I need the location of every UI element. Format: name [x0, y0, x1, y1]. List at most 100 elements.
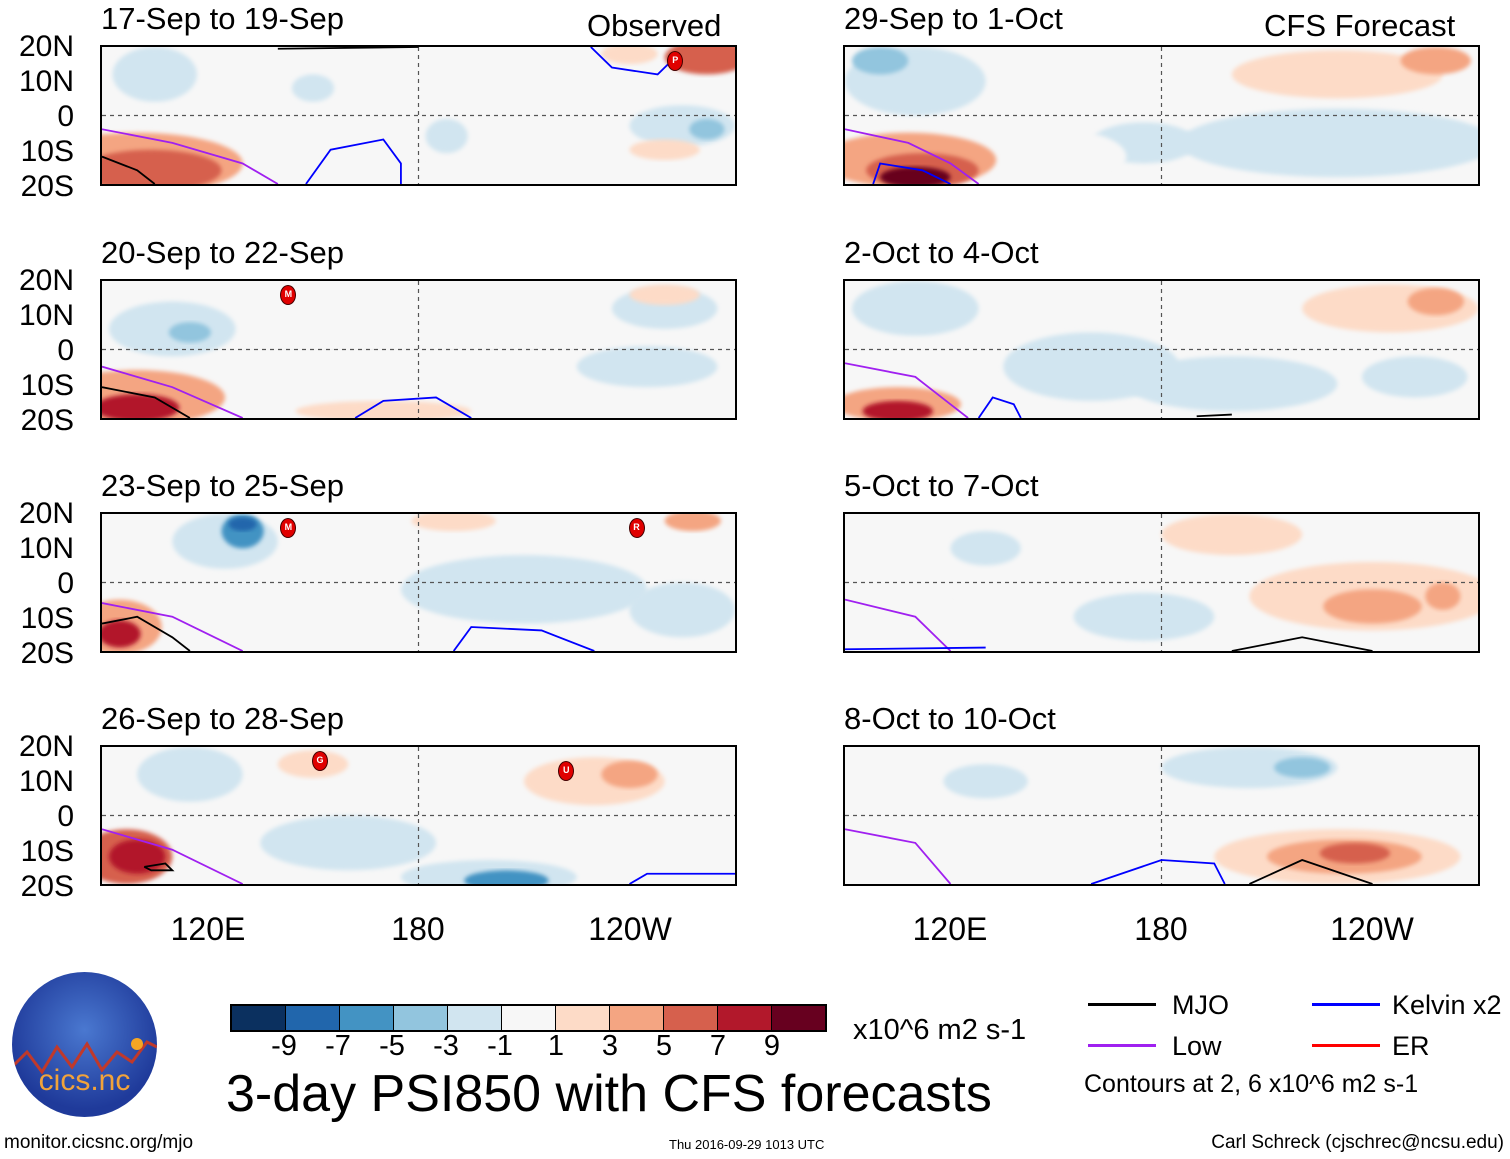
anomaly-region	[950, 531, 1021, 566]
colorbar-label: -5	[379, 1030, 405, 1062]
mjo-contour	[102, 157, 155, 184]
kelvin-contour	[591, 47, 675, 74]
anomaly-region	[576, 346, 718, 388]
panel-title: 5-Oct to 7-Oct	[844, 468, 1039, 503]
anomaly-region	[985, 129, 1127, 184]
lat-label: 20N	[18, 30, 74, 63]
panel-title: 29-Sep to 1-Oct	[844, 1, 1063, 36]
lat-label: 10S	[20, 135, 74, 168]
lon-label: 180	[391, 911, 445, 947]
anomaly-region	[260, 815, 437, 871]
map-panel	[843, 45, 1480, 186]
mjo-contour	[1232, 637, 1373, 651]
kelvin-contour	[454, 627, 595, 651]
panel-title: 2-Oct to 4-Oct	[844, 235, 1039, 270]
colorbar-swatch	[718, 1006, 772, 1030]
anomaly-region	[1231, 50, 1443, 99]
legend-er-line	[1312, 1044, 1380, 1047]
low-contour	[102, 129, 278, 184]
legend-kelvin-line	[1312, 1003, 1380, 1006]
anomaly-region	[601, 760, 658, 789]
anomaly-region	[664, 47, 735, 75]
map-panel	[843, 279, 1480, 420]
lat-label: 10S	[20, 602, 74, 635]
colorbar-swatch	[286, 1006, 340, 1030]
lat-label: 10S	[20, 369, 74, 402]
anomaly-region	[1407, 287, 1464, 316]
colorbar-swatch	[664, 1006, 718, 1030]
colorbar-swatch	[340, 1006, 394, 1030]
colorbar-swatch	[610, 1006, 664, 1030]
anomaly-region	[1361, 356, 1468, 398]
lat-label: 20S	[20, 637, 74, 670]
logo-text: cics.nc	[38, 1064, 131, 1097]
colorbar-label: 9	[763, 1030, 781, 1062]
footer-timestamp: Thu 2016-09-29 1013 UTC	[669, 1137, 825, 1152]
panel-title: 26-Sep to 28-Sep	[101, 701, 345, 736]
colorbar-label: 7	[709, 1030, 727, 1062]
low-contour	[845, 600, 951, 651]
lat-label: 10N	[18, 765, 74, 798]
low-contour	[845, 829, 951, 884]
anomaly-region	[1179, 108, 1478, 178]
lon-label: 120W	[1330, 911, 1414, 947]
panel-title: 8-Oct to 10-Oct	[844, 701, 1056, 736]
colorbar-swatch	[502, 1006, 556, 1030]
anomaly-region	[852, 281, 979, 336]
legend-low-label: Low	[1172, 1031, 1222, 1061]
colorbar-label: 3	[601, 1030, 619, 1062]
anomaly-region	[112, 47, 197, 102]
lat-label: 0	[57, 800, 74, 833]
anomaly-region	[506, 67, 718, 109]
mjo-contour	[144, 863, 172, 870]
legend-mjo-line	[1088, 1003, 1156, 1006]
figure-title: 3-day PSI850 with CFS forecasts	[226, 1065, 992, 1123]
anomaly-region	[862, 400, 933, 418]
lat-label: 20S	[20, 404, 74, 437]
lat-label: 20N	[18, 264, 74, 297]
anomaly-region	[295, 400, 472, 418]
tropical-cyclone-icon: P	[667, 50, 684, 71]
mjo-contour	[1197, 415, 1232, 417]
logo-mountains-icon	[12, 1038, 157, 1075]
anomaly-region	[601, 47, 658, 65]
anomaly-region	[629, 139, 700, 161]
lon-label: 120W	[588, 911, 672, 947]
anomaly-region	[1425, 582, 1461, 610]
anomaly-region	[168, 322, 212, 343]
anomaly-region	[102, 149, 222, 184]
lat-label: 20N	[18, 497, 74, 530]
anomaly-region	[1323, 589, 1422, 624]
anomaly-region	[1161, 747, 1338, 789]
colorbar-label: -7	[325, 1030, 351, 1062]
kelvin-contour	[1091, 860, 1225, 884]
kelvin-contour	[306, 139, 401, 184]
anomaly-region	[880, 166, 951, 184]
footer-url[interactable]: monitor.cicsnc.org/mjo	[4, 1132, 194, 1153]
anomaly-region	[1073, 592, 1215, 641]
colorbar-label: 5	[655, 1030, 673, 1062]
low-contour	[102, 367, 243, 418]
anomaly-region	[629, 582, 735, 638]
legend-mjo-label: MJO	[1172, 990, 1229, 1020]
anomaly-region	[228, 517, 257, 532]
lat-label: 10N	[18, 299, 74, 332]
colorbar-label: -9	[271, 1030, 297, 1062]
lat-label: 10S	[20, 835, 74, 868]
kelvin-contour	[355, 397, 471, 418]
map-panel	[843, 512, 1480, 653]
kelvin-contour	[845, 648, 986, 650]
observed-header: Observed	[587, 8, 722, 43]
anomaly-region	[629, 284, 700, 305]
panel-title: 17-Sep to 19-Sep	[101, 1, 345, 36]
map-panel: M	[100, 279, 737, 420]
panel-title: 23-Sep to 25-Sep	[101, 468, 345, 503]
anomaly-region	[411, 514, 496, 532]
anomaly-region	[852, 47, 909, 75]
lat-label: 0	[57, 567, 74, 600]
anomaly-region	[464, 870, 549, 884]
anomaly-region	[689, 118, 725, 140]
anomaly-region	[400, 555, 648, 624]
low-contour	[102, 603, 243, 651]
